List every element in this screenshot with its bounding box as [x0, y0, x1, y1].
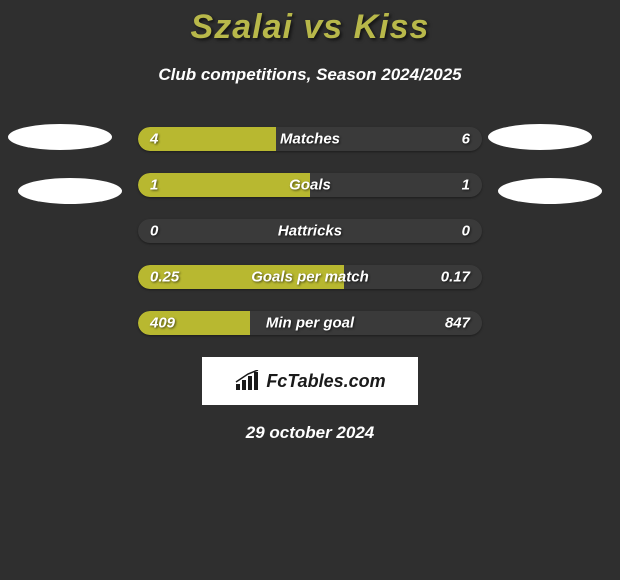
bar-container: 4 6 Matches [138, 127, 482, 151]
bar-left [138, 127, 276, 151]
stat-row: 0.25 0.17 Goals per match [138, 265, 482, 289]
bar-left [138, 173, 310, 197]
bar-chart-icon [234, 370, 260, 392]
bar-container: 409 847 Min per goal [138, 311, 482, 335]
stat-label: Hattricks [278, 223, 342, 240]
bar-right [310, 173, 482, 197]
value-right: 0.17 [441, 269, 470, 286]
page-title: Szalai vs Kiss [0, 8, 620, 47]
stat-row: 0 0 Hattricks [138, 219, 482, 243]
decorative-ellipse [488, 124, 592, 150]
decorative-ellipse [8, 124, 112, 150]
bar-container: 0.25 0.17 Goals per match [138, 265, 482, 289]
value-right: 847 [445, 315, 470, 332]
stat-label: Goals per match [251, 269, 369, 286]
logo-text: FcTables.com [266, 371, 385, 392]
stat-row: 409 847 Min per goal [138, 311, 482, 335]
value-left: 4 [150, 131, 158, 148]
stat-label: Min per goal [266, 315, 354, 332]
value-right: 6 [462, 131, 470, 148]
decorative-ellipse [498, 178, 602, 204]
decorative-ellipse [18, 178, 122, 204]
date-text: 29 october 2024 [0, 423, 620, 443]
value-right: 0 [462, 223, 470, 240]
comparison-infographic: Szalai vs Kiss Club competitions, Season… [0, 0, 620, 443]
stat-row: 1 1 Goals [138, 173, 482, 197]
value-left: 0.25 [150, 269, 179, 286]
bar-container: 1 1 Goals [138, 173, 482, 197]
value-right: 1 [462, 177, 470, 194]
stat-label: Matches [280, 131, 340, 148]
footer-logo: FcTables.com [202, 357, 418, 405]
bar-container: 0 0 Hattricks [138, 219, 482, 243]
stat-row: 4 6 Matches [138, 127, 482, 151]
stat-rows-container: 4 6 Matches 1 1 Goals 0 0 Hattricks 0.25 0.17 Goals… [0, 127, 620, 335]
subtitle: Club competitions, Season 2024/2025 [0, 65, 620, 85]
value-left: 1 [150, 177, 158, 194]
stat-label: Goals [289, 177, 331, 194]
value-left: 409 [150, 315, 175, 332]
value-left: 0 [150, 223, 158, 240]
